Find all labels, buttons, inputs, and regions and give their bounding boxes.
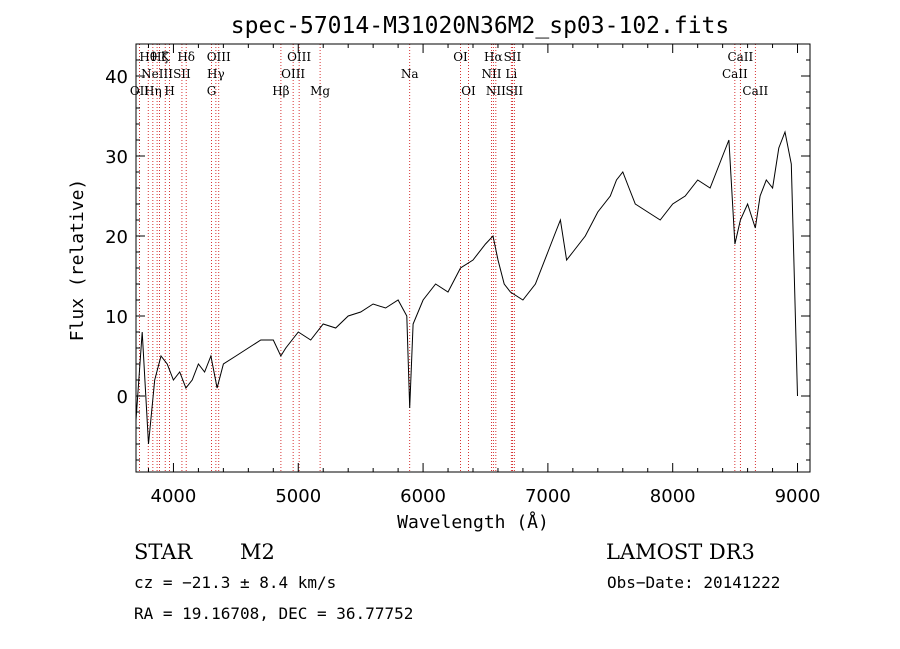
spectral-line-label: Mg bbox=[310, 84, 330, 98]
spectral-line-label: Hγ bbox=[207, 67, 225, 81]
y-tick-label: 40 bbox=[105, 67, 128, 88]
spectrum-line bbox=[135, 130, 798, 445]
chart-title: spec-57014-M31020N36M2_sp03-102.fits bbox=[231, 13, 730, 39]
spectral-line-label: K bbox=[161, 50, 171, 64]
spectral-line-label: Na bbox=[401, 67, 419, 81]
spectral-line-label: OIII bbox=[207, 50, 231, 64]
spectral-line-markers bbox=[139, 44, 756, 472]
spectral-line-label: Hη bbox=[144, 84, 162, 98]
spectral-line-label: OIII bbox=[281, 67, 305, 81]
x-tick-label: 4000 bbox=[151, 486, 197, 507]
spectral-line-label: CaII bbox=[727, 50, 753, 64]
coordinates: RA = 19.16708, DEC = 36.77752 bbox=[134, 604, 414, 623]
spectral-line-label: Hβ bbox=[272, 84, 289, 98]
plot-frame bbox=[135, 43, 811, 473]
spectral-line-label: NII bbox=[486, 84, 506, 98]
redshift-info: cz = −21.3 ± 8.4 km/s bbox=[134, 573, 337, 592]
spectral-line-label: OIII bbox=[287, 50, 311, 64]
y-tick-label: 20 bbox=[105, 227, 128, 248]
spectral-line-label: Hδ bbox=[177, 50, 195, 64]
spectral-line-label: G bbox=[207, 84, 217, 98]
spectral-line-label: Li bbox=[505, 67, 517, 81]
axis-ticks bbox=[136, 43, 810, 472]
x-tick-label: 5000 bbox=[275, 486, 321, 507]
x-axis-label: Wavelength (Å) bbox=[397, 511, 549, 533]
spectral-line-label: NeIII bbox=[141, 67, 173, 81]
spectral-line-label: CaII bbox=[722, 67, 748, 81]
observation-date: Obs−Date: 20141222 bbox=[607, 573, 781, 592]
x-tick-label: 7000 bbox=[525, 486, 571, 507]
spectral-line-label: SII bbox=[504, 50, 522, 64]
x-tick-label: 9000 bbox=[775, 486, 821, 507]
y-tick-label: 0 bbox=[117, 387, 128, 408]
spectral-line-label: H bbox=[164, 84, 174, 98]
spectral-line-label: OI bbox=[461, 84, 476, 98]
spectral-line-label: Hθ bbox=[139, 50, 157, 64]
spectral-line-label: SII bbox=[173, 67, 191, 81]
y-axis-label: Flux (relative) bbox=[67, 179, 88, 342]
survey-name: LAMOST DR3 bbox=[606, 540, 755, 564]
spectral-line-label: CaII bbox=[742, 84, 768, 98]
y-tick-label: 10 bbox=[105, 307, 128, 328]
spectral-line-label: OII bbox=[130, 84, 150, 98]
x-tick-label: 6000 bbox=[400, 486, 446, 507]
x-tick-label: 8000 bbox=[650, 486, 696, 507]
spectral-line-label: OI bbox=[453, 50, 468, 64]
axis-tick-labels: 4000 5000 6000 7000 8000 9000 0 10 20 30 40 bbox=[105, 67, 820, 507]
spectral-line-label: Hα bbox=[484, 50, 503, 64]
spectral-line-label: NII bbox=[481, 67, 501, 81]
object-subclass: M2 bbox=[240, 540, 275, 564]
y-tick-label: 30 bbox=[105, 147, 128, 168]
object-class: STAR bbox=[134, 540, 193, 564]
spectral-line-label: Hζ bbox=[151, 50, 168, 64]
spectral-line-labels: OII Hθ Hη NeIII HζK H SII Hδ G Hγ OIII Hβ OIII OIII Mg… bbox=[130, 50, 769, 98]
spectral-line-label: SII bbox=[505, 84, 523, 98]
